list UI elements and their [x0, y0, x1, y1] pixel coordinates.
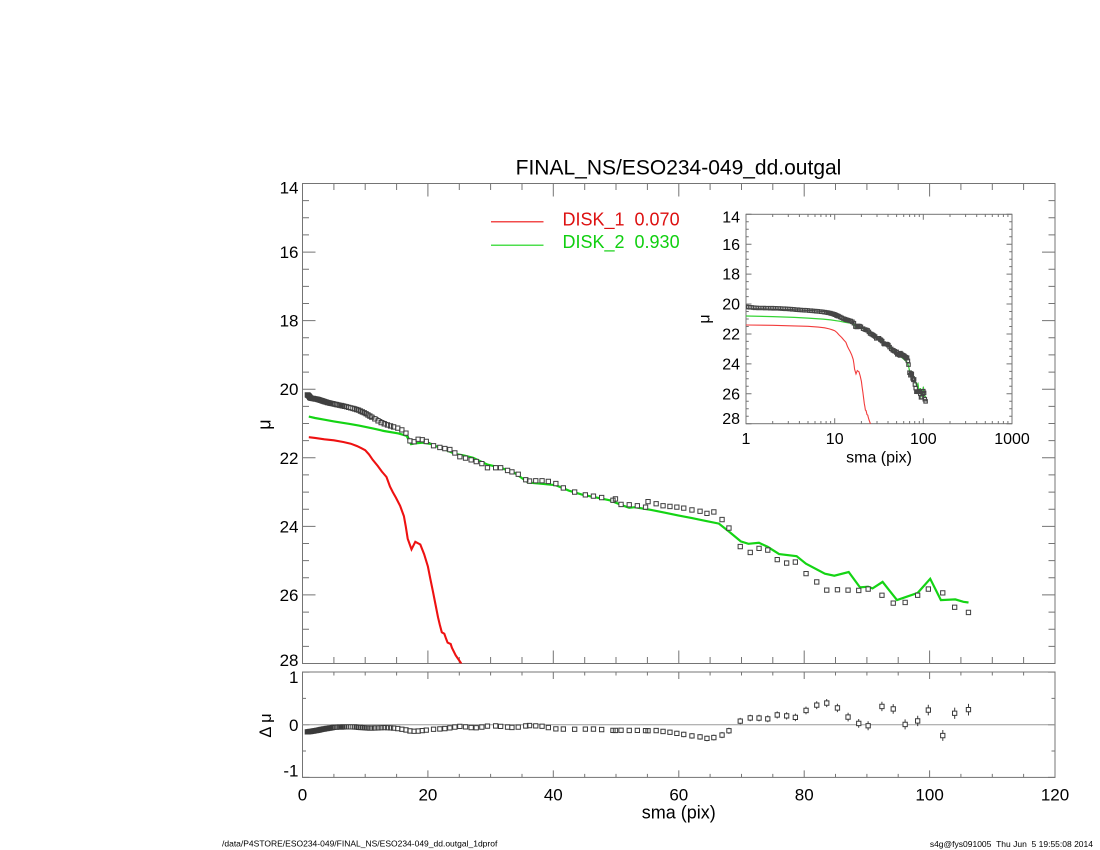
svg-text:s4g@fys091005 Thu Jun 5 19:5: s4g@fys091005 Thu Jun 5 19:55:08 2014 — [930, 839, 1093, 849]
svg-text:-1: -1 — [283, 762, 298, 781]
svg-text:80: 80 — [795, 786, 814, 805]
svg-text:DISK_1 0.070: DISK_1 0.070 — [563, 209, 680, 230]
svg-text:14: 14 — [280, 179, 299, 198]
svg-text:1000: 1000 — [994, 431, 1030, 448]
svg-text:/data/P4STORE/ESO234-049/FINAL: /data/P4STORE/ESO234-049/FINAL_NS/ESO234… — [222, 839, 498, 849]
svg-text:40: 40 — [544, 786, 563, 805]
svg-text:28: 28 — [722, 411, 740, 428]
svg-text:18: 18 — [280, 312, 299, 331]
svg-text:Δ μ: Δ μ — [257, 713, 275, 737]
svg-text:22: 22 — [722, 327, 740, 344]
svg-text:26: 26 — [280, 586, 299, 605]
svg-text:FINAL_NS/ESO234-049_dd.outgal: FINAL_NS/ESO234-049_dd.outgal — [516, 157, 842, 180]
svg-text:μ: μ — [255, 419, 275, 429]
svg-text:20: 20 — [280, 380, 299, 399]
svg-text:0: 0 — [289, 716, 298, 735]
svg-text:18: 18 — [722, 267, 740, 284]
svg-text:sma (pix): sma (pix) — [846, 450, 912, 467]
svg-text:120: 120 — [1041, 786, 1069, 805]
svg-text:22: 22 — [280, 449, 299, 468]
svg-text:20: 20 — [722, 297, 740, 314]
svg-text:28: 28 — [280, 651, 299, 670]
svg-text:14: 14 — [722, 210, 740, 227]
svg-text:16: 16 — [280, 243, 299, 262]
svg-text:20: 20 — [418, 786, 437, 805]
svg-text:DISK_2 0.930: DISK_2 0.930 — [563, 232, 680, 253]
svg-text:26: 26 — [722, 386, 740, 403]
svg-text:1: 1 — [289, 668, 298, 687]
svg-text:16: 16 — [722, 237, 740, 254]
svg-text:0: 0 — [298, 786, 307, 805]
svg-text:1: 1 — [742, 431, 751, 448]
svg-text:sma (pix): sma (pix) — [642, 803, 716, 823]
svg-text:10: 10 — [826, 431, 844, 448]
svg-text:24: 24 — [280, 517, 299, 536]
svg-text:100: 100 — [915, 786, 943, 805]
svg-text:100: 100 — [910, 431, 937, 448]
svg-text:24: 24 — [722, 356, 740, 373]
svg-text:60: 60 — [669, 786, 688, 805]
svg-text:μ: μ — [697, 314, 714, 323]
